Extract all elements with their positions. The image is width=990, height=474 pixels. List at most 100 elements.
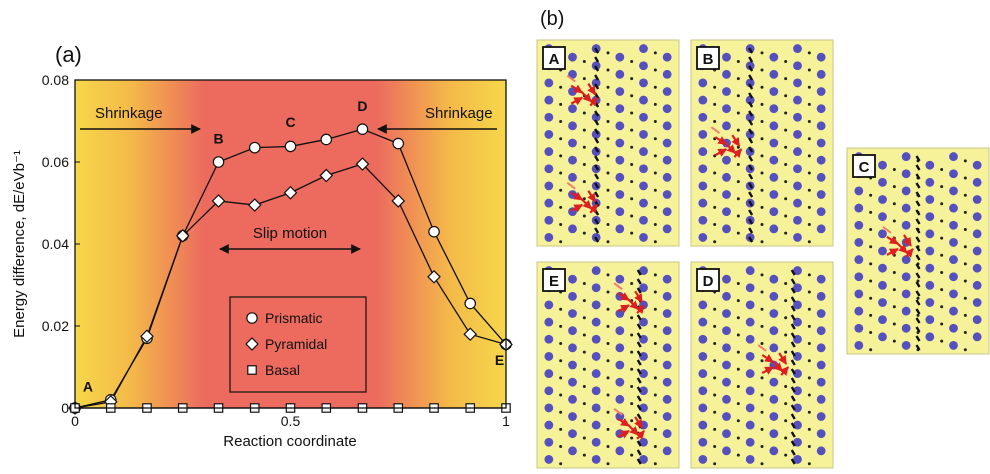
displacement-marker (748, 146, 754, 153)
displacement-marker (594, 218, 600, 225)
atom-large (615, 87, 625, 96)
atom-large (722, 291, 731, 301)
atom-small (963, 193, 967, 197)
atom-large (662, 190, 672, 199)
atom-large (615, 394, 625, 404)
atom-large (793, 112, 802, 122)
atom-large (769, 224, 779, 234)
displacement-arrow (617, 304, 630, 313)
atom-small (559, 137, 563, 141)
atom-small (559, 205, 563, 209)
displacement-arrow (886, 235, 899, 245)
panel-a-label: (a) (55, 42, 82, 67)
atom-large (816, 104, 826, 114)
atom-map-background (690, 261, 834, 469)
atom-large (949, 341, 958, 350)
atom-large (925, 263, 935, 273)
atom-small (630, 453, 634, 457)
displacement-marker (636, 440, 642, 447)
displacement-arrow (570, 191, 584, 201)
atom-large (793, 147, 802, 156)
atom-large (698, 130, 708, 139)
atom-small (760, 410, 764, 414)
displacement-marker (636, 395, 642, 402)
atom-small (713, 120, 717, 124)
displacement-arrow (886, 247, 899, 257)
atom-large (615, 207, 625, 217)
atom-large (615, 343, 625, 353)
displacement-arrow (771, 360, 783, 372)
atom-large (639, 317, 648, 327)
displacement-marker (915, 164, 921, 171)
displacement-marker (790, 269, 796, 276)
atom-small (606, 137, 610, 141)
atom-small (760, 171, 764, 175)
atom-large (639, 403, 648, 413)
atom-small (606, 376, 610, 380)
displacement-marker (636, 287, 642, 294)
atom-small (963, 176, 967, 180)
atom-small (784, 281, 788, 285)
atom-large (925, 280, 935, 290)
atom-large (816, 138, 826, 148)
atom-small (606, 324, 610, 328)
atom-large (722, 121, 731, 131)
atom-large (568, 69, 577, 79)
atom-small (606, 188, 610, 192)
atom-large (769, 412, 779, 421)
atom-small (630, 436, 634, 440)
displacement-marker (915, 218, 921, 225)
displacement-arrow (902, 234, 912, 247)
atom-small (606, 462, 610, 466)
atom-large (901, 220, 911, 230)
atom-large (793, 386, 802, 396)
atom-large (816, 446, 826, 456)
atom-small (606, 68, 610, 72)
atom-large (615, 52, 625, 62)
atom-small (630, 231, 634, 235)
atom-large (949, 220, 958, 230)
atom-small (784, 128, 788, 132)
atom-small (606, 393, 610, 397)
atom-large (591, 147, 601, 156)
displacement-marker (915, 326, 921, 333)
atom-large (698, 181, 708, 191)
displacement-marker (748, 200, 754, 207)
atom-small (760, 307, 764, 311)
atom-small (963, 331, 967, 335)
atom-small (869, 210, 873, 214)
atom-small (582, 436, 586, 440)
atom-small (713, 85, 717, 89)
atom-small (760, 445, 764, 449)
atom-large (722, 377, 731, 387)
atom-small (713, 445, 717, 449)
data-point-pyramidal (247, 198, 262, 212)
atom-large (591, 78, 601, 88)
y-tick-label: 0 (61, 400, 69, 416)
atom-large (722, 360, 731, 370)
atom-map-background (536, 261, 680, 469)
atom-large (662, 326, 672, 336)
atom-large (816, 207, 826, 217)
atom-small (630, 281, 634, 285)
atom-large (925, 195, 935, 204)
x-tick-label: 0.5 (281, 413, 301, 429)
atom-small (940, 339, 944, 343)
atom-large (745, 78, 755, 88)
displacement-arrow (731, 134, 741, 147)
atom-small (760, 393, 764, 397)
atom-small (869, 313, 873, 317)
displacement-marker (636, 413, 642, 420)
atom-large (793, 130, 802, 139)
data-point-pyramidal (175, 228, 190, 243)
displacement-marker (636, 269, 642, 276)
displacement-marker (636, 377, 642, 384)
legend-label: Basal (265, 362, 300, 378)
atom-map-background (536, 39, 680, 247)
atom-large (816, 69, 826, 79)
atom-large (925, 315, 935, 325)
data-point-pyramidal (427, 269, 441, 284)
atom-large (544, 317, 554, 327)
atom-large (745, 369, 755, 378)
atom-large (769, 138, 779, 148)
